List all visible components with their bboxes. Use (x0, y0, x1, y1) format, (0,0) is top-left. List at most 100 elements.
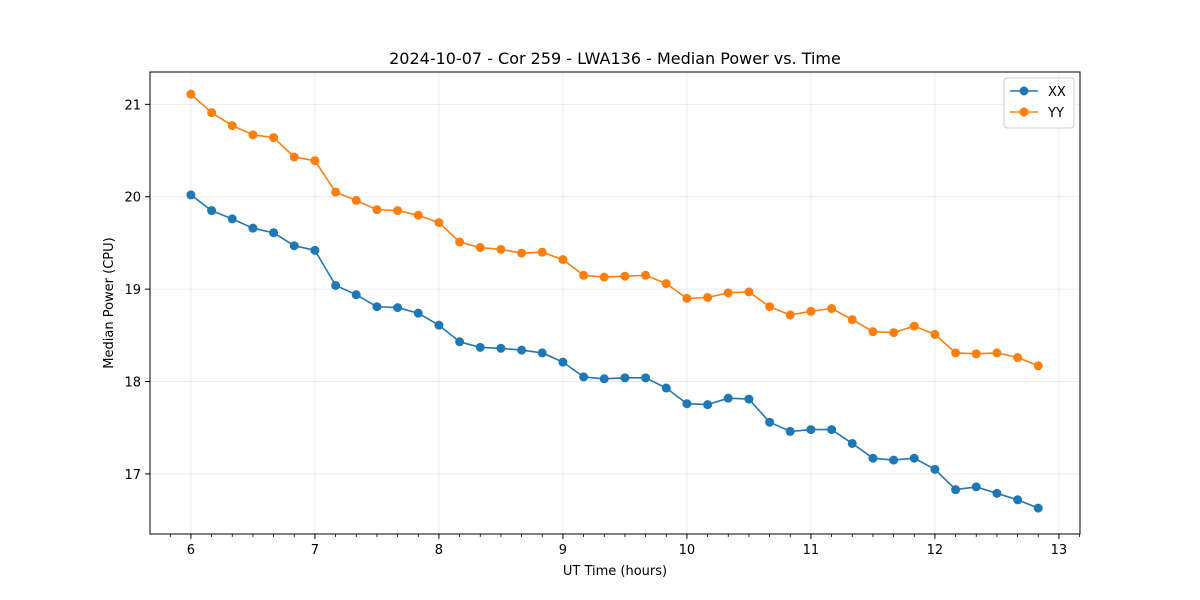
data-point-yy (413, 210, 423, 220)
data-point-yy (909, 321, 919, 331)
data-point-yy (455, 237, 465, 247)
data-point-xx (227, 214, 237, 224)
data-point-xx (785, 426, 795, 436)
x-tick-label: 13 (1051, 543, 1068, 558)
data-point-yy (227, 121, 237, 131)
axis-ticks: 6 7 8 9 10 11 12 13 17 18 19 20 21 (124, 98, 1080, 558)
legend-item-xx: XX (1010, 85, 1066, 100)
data-point-yy (992, 348, 1002, 358)
data-point-yy (703, 292, 713, 302)
data-point-yy (331, 187, 341, 197)
x-tick-label: 7 (311, 543, 319, 558)
data-point-xx (186, 190, 196, 200)
data-point-xx (889, 455, 899, 465)
data-point-xx (868, 453, 878, 463)
data-point-yy (661, 279, 671, 289)
data-point-yy (682, 293, 692, 303)
data-point-xx (847, 438, 857, 448)
data-point-xx (1033, 503, 1043, 513)
y-tick-label: 19 (124, 283, 141, 298)
data-point-yy (517, 248, 527, 258)
data-point-xx (434, 320, 444, 330)
data-point-yy (785, 310, 795, 320)
legend-label: XX (1048, 85, 1066, 100)
data-point-xx (496, 343, 506, 353)
data-point-yy (723, 288, 733, 298)
data-point-yy (1033, 361, 1043, 371)
plot-frame (149, 71, 1081, 535)
data-point-xx (682, 399, 692, 409)
data-point-xx (930, 464, 940, 474)
x-tick-label: 10 (679, 543, 696, 558)
data-point-xx (207, 206, 217, 216)
x-tick-label: 8 (435, 543, 443, 558)
series-group (186, 89, 1043, 513)
data-point-xx (475, 342, 485, 352)
data-point-xx (723, 393, 733, 403)
y-tick-label: 17 (124, 468, 141, 483)
data-point-xx (971, 482, 981, 492)
data-point-yy (434, 218, 444, 228)
data-point-yy (806, 306, 816, 316)
data-point-xx (827, 425, 837, 435)
data-point-yy (475, 243, 485, 253)
data-point-yy (951, 348, 961, 358)
data-point-yy (558, 255, 568, 265)
data-point-yy (765, 302, 775, 312)
x-tick-label: 12 (927, 543, 944, 558)
data-point-yy (310, 156, 320, 166)
data-point-xx (289, 241, 299, 251)
data-point-xx (661, 383, 671, 393)
data-point-yy (537, 247, 547, 257)
data-point-xx (517, 345, 527, 355)
legend-marker (1019, 86, 1029, 96)
data-point-yy (847, 315, 857, 325)
x-tick-label: 9 (559, 543, 567, 558)
data-point-xx (455, 337, 465, 347)
data-point-yy (186, 89, 196, 99)
data-point-yy (744, 287, 754, 297)
data-point-xx (806, 425, 816, 435)
data-point-xx (248, 223, 258, 233)
data-point-xx (537, 348, 547, 358)
data-point-xx (909, 453, 919, 463)
data-point-xx (393, 303, 403, 313)
data-point-xx (579, 372, 589, 382)
grid (150, 72, 1080, 534)
chart-title: 2024-10-07 - Cor 259 - LWA136 - Median P… (389, 49, 841, 68)
y-tick-label: 20 (124, 191, 141, 206)
x-tick-label: 6 (187, 543, 195, 558)
data-point-xx (413, 308, 423, 318)
data-point-yy (248, 130, 258, 140)
data-point-yy (641, 270, 651, 280)
data-point-xx (744, 394, 754, 404)
data-point-yy (351, 195, 361, 205)
data-point-yy (930, 329, 940, 339)
data-point-xx (951, 485, 961, 495)
x-tick-label: 11 (803, 543, 820, 558)
data-point-yy (971, 349, 981, 359)
y-tick-label: 18 (124, 376, 141, 391)
data-point-xx (599, 374, 609, 384)
data-point-xx (1013, 495, 1023, 505)
data-point-yy (827, 304, 837, 314)
data-point-yy (372, 205, 382, 215)
data-point-yy (579, 270, 589, 280)
data-point-xx (331, 280, 341, 290)
data-point-yy (1013, 353, 1023, 363)
legend-label: YY (1047, 106, 1064, 121)
y-axis-label: Median Power (CPU) (102, 237, 117, 368)
data-point-yy (207, 108, 217, 118)
series-yy (186, 89, 1043, 371)
legend-marker (1019, 107, 1029, 117)
data-point-yy (269, 133, 279, 143)
data-point-xx (765, 417, 775, 427)
data-point-xx (558, 357, 568, 367)
data-point-xx (620, 373, 630, 383)
x-axis-label: UT Time (hours) (563, 564, 667, 579)
data-point-yy (868, 327, 878, 337)
data-point-xx (310, 245, 320, 255)
data-point-xx (992, 488, 1002, 498)
